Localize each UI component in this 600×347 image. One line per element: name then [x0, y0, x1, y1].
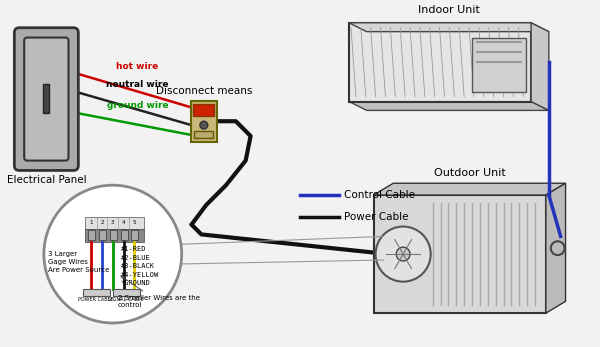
- Text: 4: 4: [122, 220, 125, 225]
- Circle shape: [396, 247, 410, 261]
- Text: 3: 3: [111, 220, 115, 225]
- Bar: [99, 230, 106, 240]
- Polygon shape: [374, 183, 566, 195]
- Text: neutral wire: neutral wire: [106, 80, 169, 89]
- Text: SIGNAL CABLE: SIGNAL CABLE: [108, 297, 143, 302]
- Bar: [193, 103, 214, 116]
- Polygon shape: [531, 23, 549, 110]
- Text: 3 Larger
Gage Wires
Are Power Source: 3 Larger Gage Wires Are Power Source: [48, 251, 109, 273]
- Circle shape: [200, 121, 208, 129]
- Text: POWER CABLE: POWER CABLE: [79, 297, 114, 302]
- Polygon shape: [546, 183, 566, 313]
- Text: Electrical Panel: Electrical Panel: [7, 175, 86, 185]
- Bar: [43, 84, 49, 113]
- Text: #1-RED
#2-BLUE
#3-BLACK
#4-YELLOW
*GROUND: #1-RED #2-BLUE #3-BLACK #4-YELLOW *GROUN…: [121, 246, 159, 286]
- Bar: [194, 131, 213, 138]
- Text: 5: 5: [133, 220, 136, 225]
- Circle shape: [376, 227, 431, 282]
- Bar: [110, 230, 117, 240]
- FancyBboxPatch shape: [191, 101, 217, 142]
- Bar: [88, 230, 95, 240]
- Bar: [472, 37, 526, 92]
- Text: 2: 2: [100, 220, 104, 225]
- FancyBboxPatch shape: [24, 37, 68, 161]
- Text: Indoor Unit: Indoor Unit: [418, 5, 480, 15]
- Polygon shape: [349, 23, 549, 32]
- Circle shape: [44, 185, 182, 323]
- Bar: [85, 217, 144, 229]
- FancyBboxPatch shape: [14, 28, 79, 170]
- Bar: [374, 195, 546, 313]
- Bar: [83, 289, 110, 296]
- Bar: [131, 230, 139, 240]
- Circle shape: [551, 241, 565, 255]
- Text: hot wire: hot wire: [116, 61, 158, 70]
- Text: ground wire: ground wire: [107, 101, 168, 110]
- Bar: [121, 230, 128, 240]
- Text: Control Cable: Control Cable: [344, 190, 415, 200]
- Polygon shape: [349, 102, 549, 110]
- Bar: [85, 229, 144, 242]
- Text: Disconnect means: Disconnect means: [155, 86, 252, 96]
- Text: Power Cable: Power Cable: [344, 212, 409, 222]
- Text: 1: 1: [89, 220, 93, 225]
- Bar: [113, 289, 140, 296]
- Text: 2 Smaller Wires are the
control: 2 Smaller Wires are the control: [118, 276, 200, 308]
- Text: Outdoor Unit: Outdoor Unit: [434, 168, 505, 178]
- Polygon shape: [349, 23, 531, 102]
